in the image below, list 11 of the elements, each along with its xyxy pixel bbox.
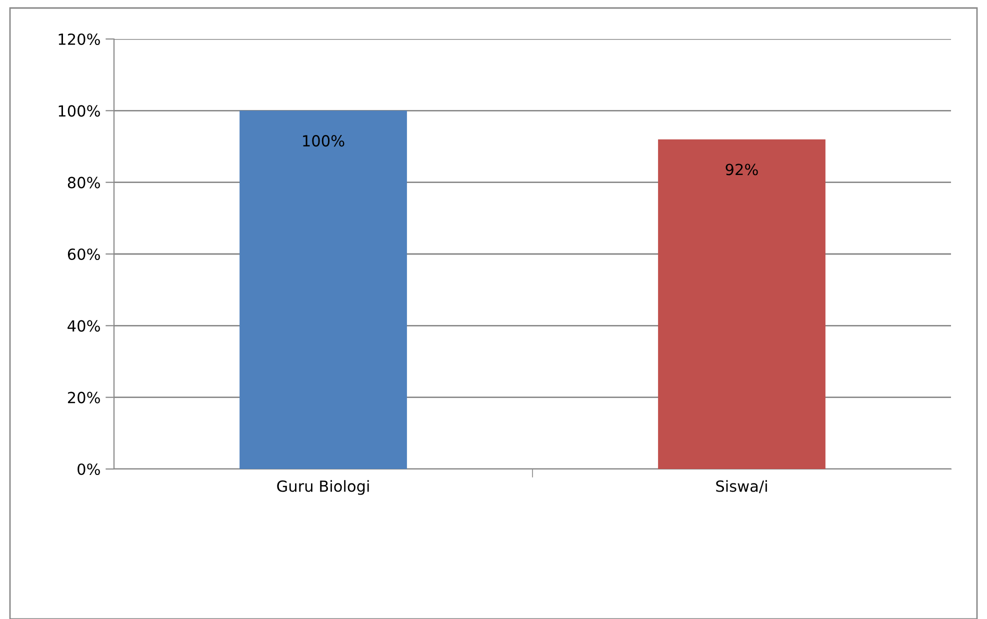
y-tick-label: 0% [78,463,100,476]
y-tick-label: 20% [68,392,100,404]
y-tick-label: 120% [58,33,100,46]
y-tick-label: 60% [68,248,100,260]
x-tick-label: Guru Biologi [277,480,369,495]
data-label: 100% [303,135,344,147]
y-tick-label: 40% [68,320,100,332]
y-tick-label: 80% [68,176,100,188]
data-label: 92% [726,164,758,176]
x-tick-label: Siswa/i [716,480,767,494]
y-tick-label: 100% [58,105,100,117]
